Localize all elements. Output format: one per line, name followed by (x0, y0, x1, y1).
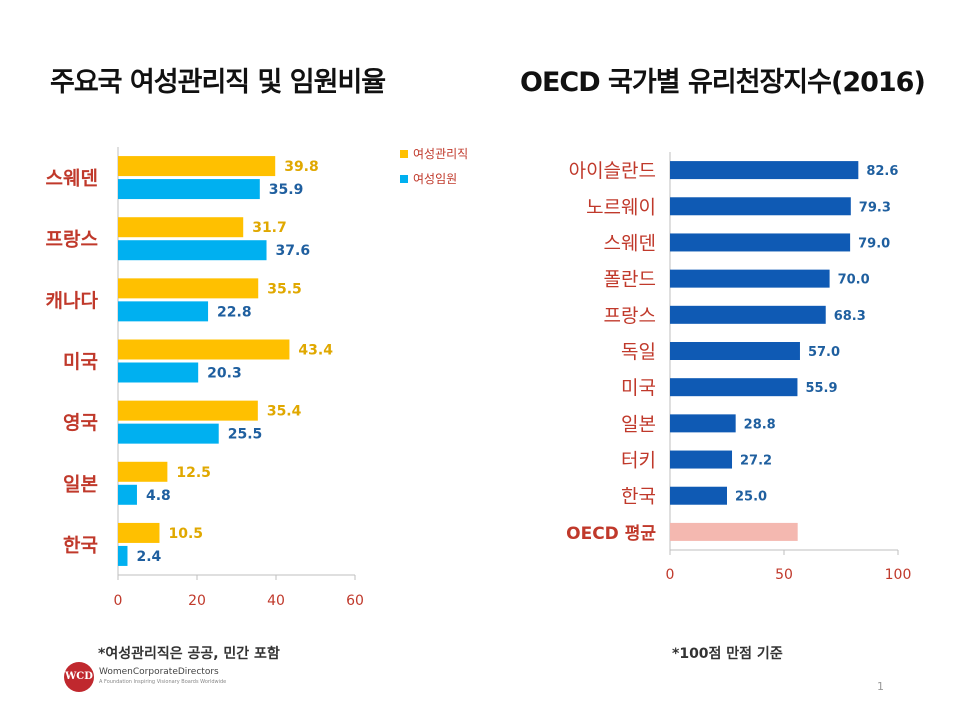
bar (118, 461, 168, 482)
bar (670, 414, 736, 433)
data-label: 31.7 (252, 220, 287, 236)
bar (670, 342, 800, 360)
category-label: 독일 (621, 341, 656, 363)
category-label: 스웨덴 (46, 168, 98, 190)
data-label: 57.0 (808, 345, 840, 360)
bar (118, 545, 128, 566)
legend-label: 여성관리직 (413, 147, 468, 161)
category-label: 일본 (63, 473, 98, 495)
x-tick-label: 60 (346, 593, 364, 609)
bar (118, 362, 199, 383)
bar (670, 197, 851, 216)
page-number: 1 (877, 680, 884, 693)
category-label: 아이슬란드 (569, 160, 656, 182)
data-label: 10.5 (168, 526, 203, 542)
x-tick-label: 0 (114, 593, 123, 609)
bar (118, 423, 219, 444)
x-tick-label: 50 (775, 567, 793, 583)
data-label: 79.3 (859, 200, 891, 215)
category-label: OECD 평균 (566, 524, 656, 544)
bar (118, 301, 209, 322)
category-label: 프랑스 (46, 229, 98, 251)
data-label: 55.9 (805, 381, 837, 396)
category-label: 노르웨이 (586, 196, 656, 218)
footnote-left: *여성관리직은 공공, 민간 포함 (98, 646, 280, 662)
data-label: 70.0 (838, 273, 870, 288)
bar (118, 156, 276, 177)
bar (118, 240, 267, 261)
data-label: 25.5 (228, 427, 263, 443)
wcd-logo-mark: WCD (64, 662, 94, 692)
x-tick-label: 20 (188, 593, 206, 609)
category-label: 일본 (621, 413, 656, 435)
data-label: 25.0 (735, 490, 767, 505)
data-label: 43.4 (298, 343, 333, 359)
legend-swatch (400, 175, 408, 183)
left-chart-title: 주요국 여성관리직 및 임원비율 (50, 67, 386, 98)
category-label: 영국 (63, 412, 98, 434)
data-label: 68.3 (834, 309, 866, 324)
category-label: 미국 (63, 351, 98, 373)
footnote-right: *100점 만점 기준 (672, 646, 783, 662)
legend-swatch (400, 150, 408, 158)
category-label: 프랑스 (604, 305, 656, 327)
x-tick-label: 40 (267, 593, 285, 609)
bar (670, 269, 830, 288)
bar (670, 486, 727, 505)
bar (118, 217, 244, 238)
x-tick-label: 100 (885, 567, 912, 583)
data-label: 27.2 (740, 454, 772, 469)
wcd-logo: WCD WomenCorporateDirectors A Foundation… (64, 662, 244, 692)
bar (118, 179, 260, 200)
data-label: 22.8 (217, 304, 252, 320)
bar (670, 161, 859, 180)
data-label: 37.6 (276, 243, 311, 259)
bar (118, 400, 258, 421)
category-label: 스웨덴 (604, 232, 656, 254)
data-label: 79.0 (858, 236, 890, 251)
category-label: 터키 (621, 450, 656, 472)
category-label: 한국 (63, 534, 98, 556)
bar (670, 233, 851, 252)
category-label: 미국 (621, 377, 656, 399)
category-label: 한국 (621, 486, 656, 508)
x-tick-label: 0 (666, 567, 675, 583)
data-label: 35.4 (267, 404, 302, 420)
wcd-logo-tagline: A Foundation Inspiring Visionary Boards … (99, 679, 227, 685)
legend-label: 여성임원 (413, 172, 457, 186)
data-label: 82.6 (866, 164, 898, 179)
bar (118, 339, 290, 360)
right-chart-title: OECD 국가별 유리천장지수(2016) (520, 67, 926, 98)
data-label: 20.3 (207, 366, 242, 382)
category-label: 폴란드 (604, 269, 656, 291)
bar (118, 484, 137, 505)
data-label: 28.8 (744, 417, 776, 432)
bar (670, 305, 826, 324)
data-label: 35.5 (267, 281, 302, 297)
bar (670, 378, 798, 397)
data-label: 35.9 (269, 182, 304, 198)
bar (670, 522, 798, 541)
bar (118, 278, 259, 299)
category-label: 캐나다 (46, 290, 99, 312)
bar (118, 522, 160, 543)
data-label: 39.8 (284, 159, 319, 175)
wcd-logo-name: WomenCorporateDirectors (99, 667, 219, 677)
data-label: 4.8 (146, 488, 171, 504)
bar (670, 450, 733, 469)
data-label: 56.0 (806, 526, 838, 541)
data-label: 2.4 (136, 549, 161, 565)
data-label: 12.5 (176, 465, 211, 481)
